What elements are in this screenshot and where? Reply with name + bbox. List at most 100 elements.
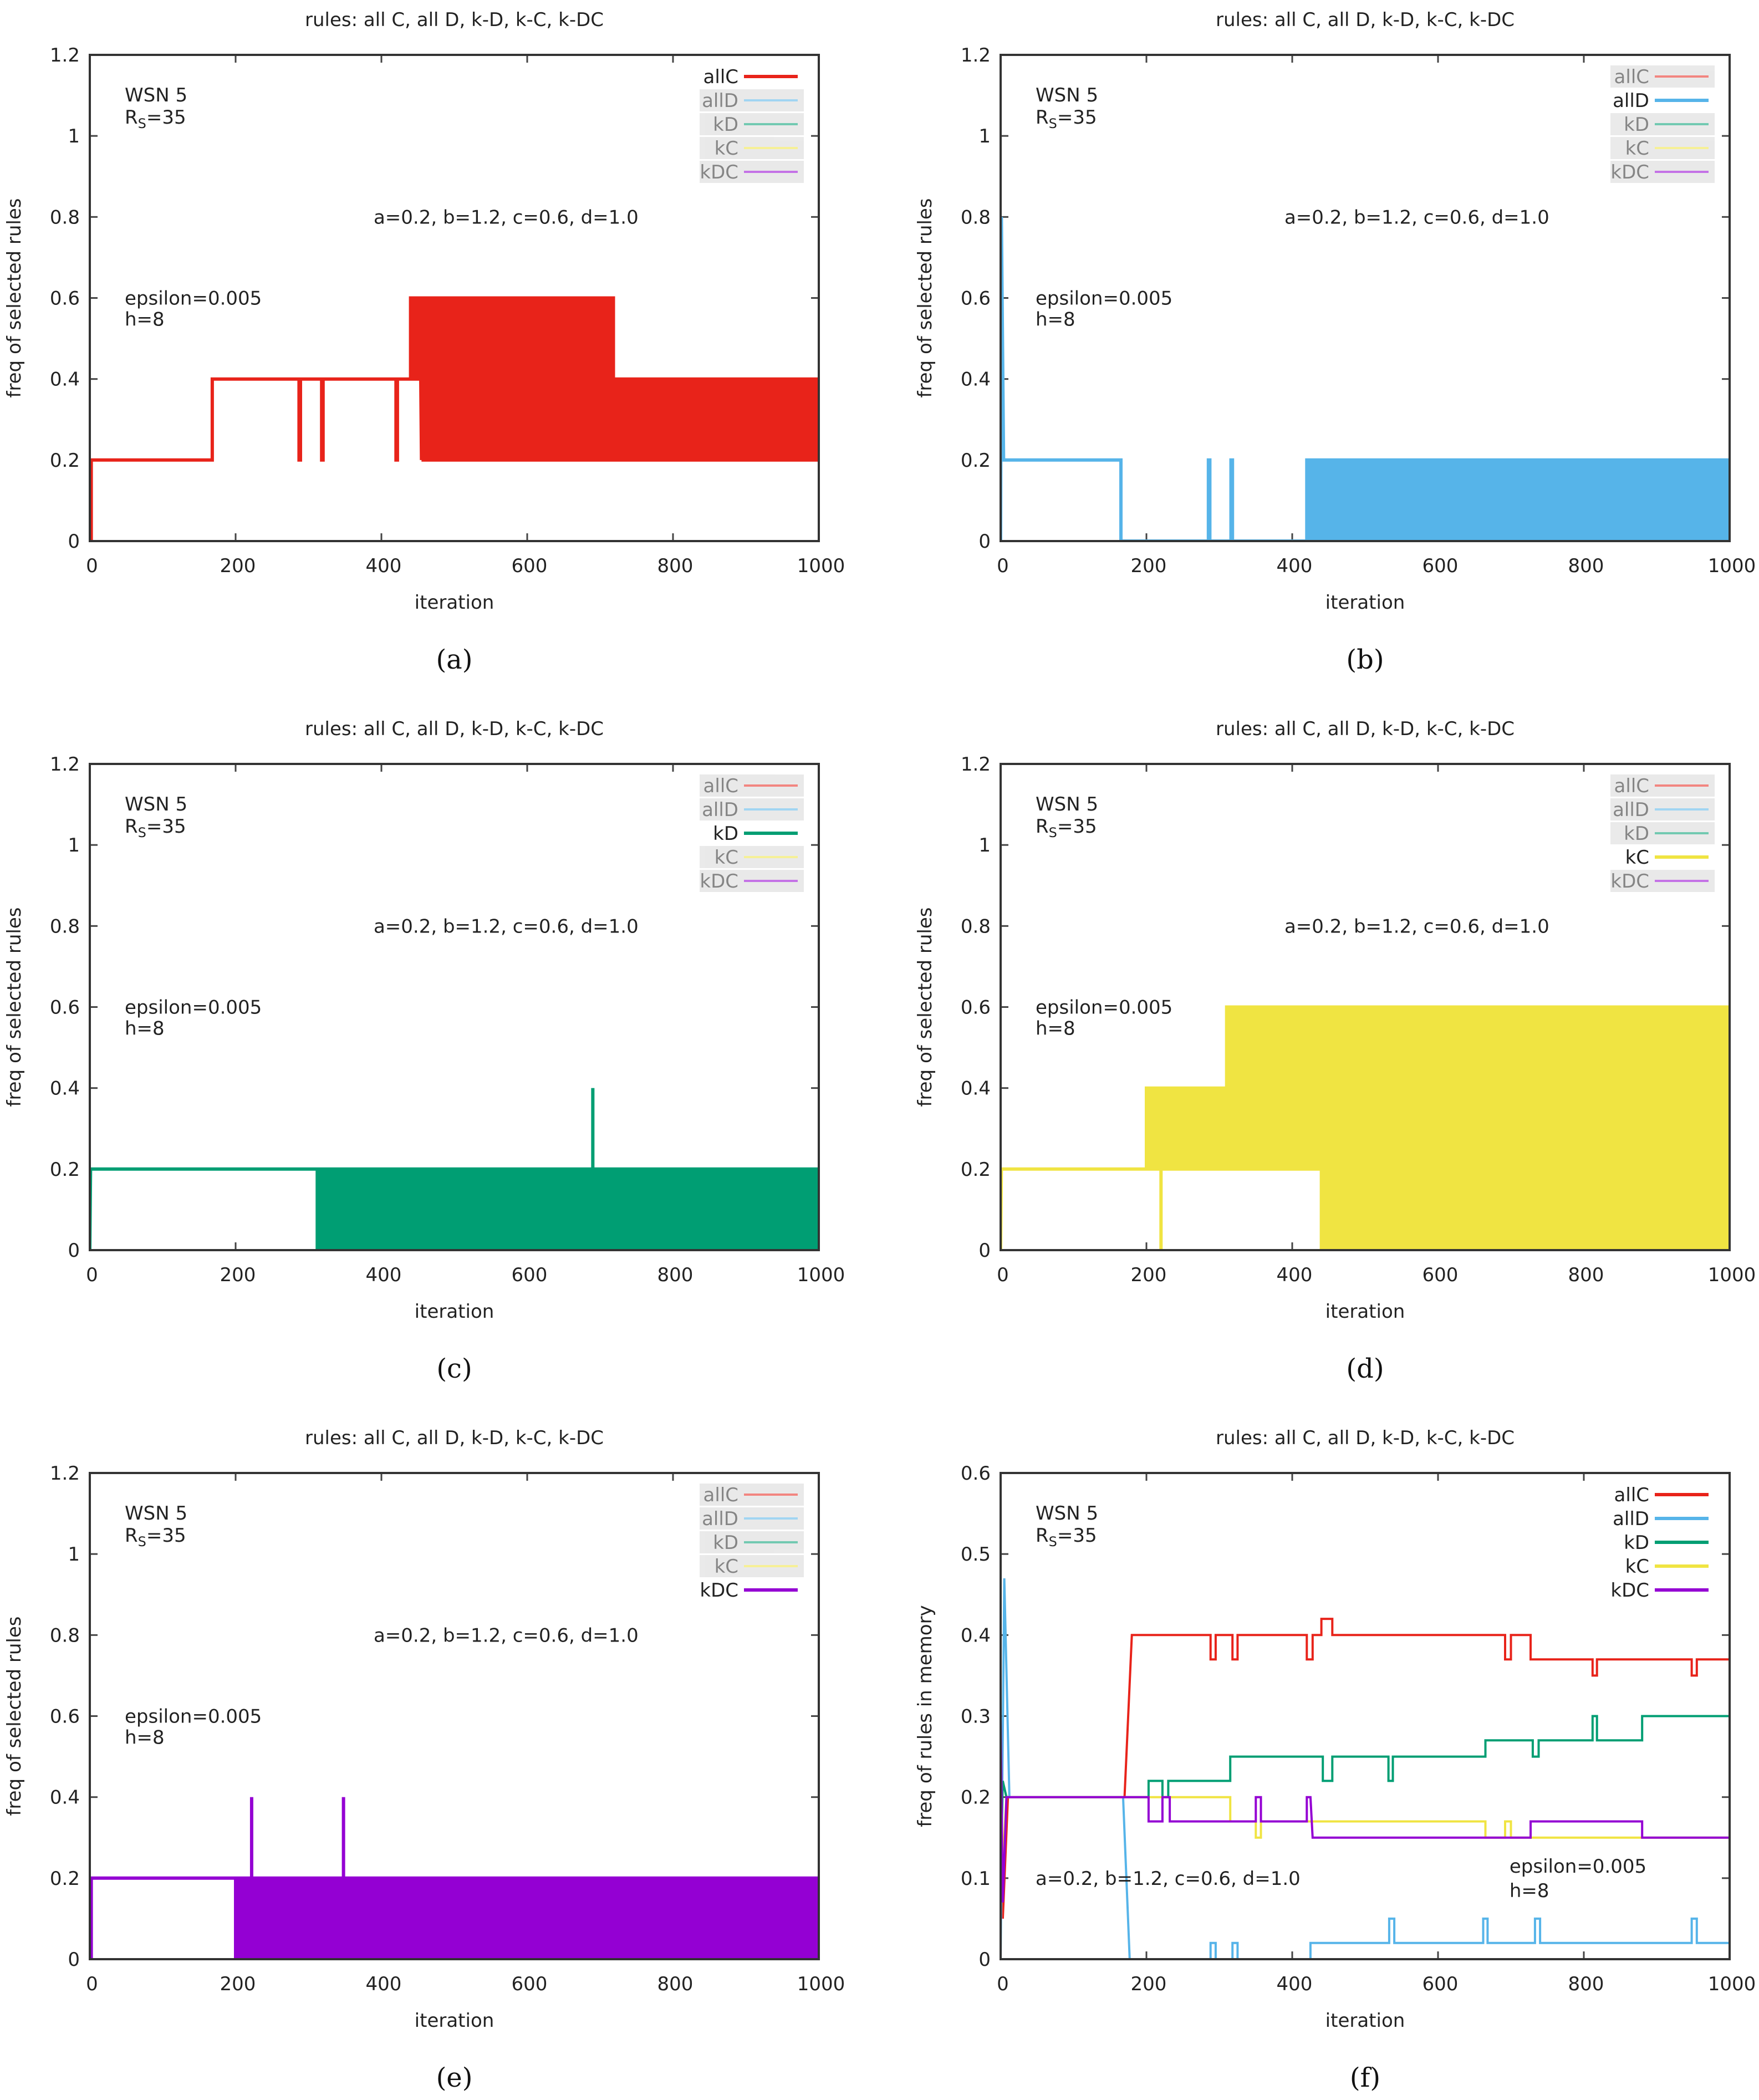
params-label: a=0.2, b=1.2, c=0.6, d=1.0: [374, 1624, 639, 1647]
params-label: a=0.2, b=1.2, c=0.6, d=1.0: [374, 206, 639, 228]
y-tick-label: 0.1: [961, 1868, 991, 1890]
y-tick-label: 0.2: [50, 1868, 80, 1890]
legend-item-kDC[interactable]: kDC: [1610, 161, 1715, 184]
y-axis-label: freq of selected rules: [914, 198, 936, 397]
legend-label: kC: [715, 1556, 738, 1578]
legend-item-allD[interactable]: allD: [700, 89, 804, 112]
y-tick-label: 0.8: [50, 915, 80, 937]
legend-item-kD[interactable]: kD: [700, 113, 804, 136]
y-tick-label: 0.8: [961, 206, 991, 228]
legend-item-allC[interactable]: allC: [703, 66, 798, 88]
legend-item-kC[interactable]: kC: [700, 137, 804, 160]
x-tick-label: 600: [512, 1973, 548, 1995]
legend-item-kDC[interactable]: kDC: [1610, 870, 1715, 893]
rs-main: R: [1036, 1525, 1049, 1547]
x-tick-label: 600: [1423, 1973, 1459, 1995]
y-tick-label: 0.4: [961, 369, 991, 391]
rs-main: R: [1036, 106, 1049, 129]
legend-item-allD[interactable]: allD: [700, 1507, 804, 1530]
series-line-allD: [1001, 217, 1730, 541]
wsn-label: WSN 5: [125, 84, 187, 106]
legend-item-allD[interactable]: allD: [1610, 798, 1715, 821]
legend-item-allD[interactable]: allD: [700, 798, 804, 821]
legend-label: kD: [1624, 1532, 1649, 1554]
legend-label: kD: [713, 1532, 738, 1554]
x-tick-label: 1000: [797, 1264, 845, 1286]
legend-item-allC[interactable]: allC: [1614, 1484, 1709, 1506]
y-tick-label: 0: [68, 531, 80, 553]
legend-item-allC[interactable]: allC: [700, 774, 804, 797]
legend-item-kDC[interactable]: kDC: [1610, 1579, 1709, 1602]
legend-item-kC[interactable]: kC: [1610, 137, 1715, 160]
x-tick-label: 400: [1277, 1264, 1313, 1286]
x-tick-label: 0: [997, 555, 1009, 577]
rs-label: RS=35: [125, 815, 186, 840]
series-line-kDC: [90, 1876, 819, 1959]
legend-item-kD[interactable]: kD: [713, 823, 798, 845]
series-line-kD: [90, 1167, 819, 1250]
legend-item-allD[interactable]: allD: [1613, 90, 1709, 112]
panel-caption: (c): [436, 1353, 472, 1384]
y-tick-label: 0.4: [961, 1624, 991, 1647]
legend-label: kC: [1625, 137, 1649, 160]
legend-label: allD: [702, 799, 738, 821]
legend-item-kD[interactable]: kD: [700, 1531, 804, 1554]
rs-value: =35: [1057, 1525, 1097, 1547]
legend-item-kC[interactable]: kC: [1625, 1556, 1709, 1578]
chart-title: rules: all C, all D, k-D, k-C, k-DC: [1216, 718, 1515, 740]
y-tick-label: 1.2: [50, 44, 80, 67]
panel-caption: (d): [1346, 1353, 1384, 1384]
x-axis-label: iteration: [415, 1301, 494, 1323]
y-axis-label: freq of selected rules: [3, 1616, 26, 1816]
y-tick-label: 0.4: [50, 1787, 80, 1809]
wsn-label: WSN 5: [1036, 793, 1098, 815]
legend-label: allD: [1613, 90, 1649, 112]
x-tick-label: 800: [1568, 1973, 1604, 1995]
rs-value: =35: [1057, 815, 1097, 838]
x-tick-label: 600: [1423, 555, 1459, 577]
y-tick-label: 0.4: [50, 1078, 80, 1100]
legend-label: kDC: [700, 870, 738, 893]
legend-item-kD[interactable]: kD: [1610, 822, 1715, 845]
legend-label: kDC: [700, 1579, 738, 1602]
legend-item-allC[interactable]: allC: [1610, 65, 1715, 88]
legend-item-kDC[interactable]: kDC: [700, 161, 804, 184]
rs-main: R: [125, 106, 138, 129]
legend-item-kDC[interactable]: kDC: [700, 870, 804, 893]
legend-label: allD: [1613, 1508, 1649, 1530]
legend-item-allD[interactable]: allD: [1613, 1508, 1709, 1530]
y-tick-label: 0.4: [961, 1078, 991, 1100]
legend-item-allC[interactable]: allC: [1610, 774, 1715, 797]
plot-area: [1001, 1578, 1730, 1959]
y-tick-label: 0.6: [961, 288, 991, 310]
rs-main: R: [125, 815, 138, 838]
legend-label: kD: [1624, 823, 1649, 845]
legend-label: kC: [715, 847, 738, 869]
wsn-label: WSN 5: [1036, 84, 1098, 106]
y-tick-label: 0.2: [961, 1787, 991, 1809]
rs-sub: S: [138, 1534, 146, 1549]
legend-item-kDC[interactable]: kDC: [700, 1579, 798, 1602]
legend-item-kD[interactable]: kD: [1610, 113, 1715, 136]
legend-item-kD[interactable]: kD: [1624, 1532, 1709, 1554]
chart-panel-f: rules: all C, all D, k-D, k-C, k-DC 0 0.1 0…: [914, 1427, 1756, 2093]
y-tick-label: 1.2: [961, 753, 991, 776]
legend-item-kC[interactable]: kC: [1625, 847, 1709, 869]
legend-label: allD: [702, 90, 738, 112]
legend-item-kC[interactable]: kC: [700, 1555, 804, 1578]
y-tick-label: 0.3: [961, 1706, 991, 1728]
epsilon-label: epsilon=0.005: [1510, 1856, 1646, 1878]
epsilon-label: epsilon=0.005: [125, 997, 262, 1019]
x-tick-label: 200: [220, 1264, 256, 1286]
y-tick-label: 0: [68, 1949, 80, 1971]
y-tick-label: 0.4: [50, 369, 80, 391]
chart-title: rules: all C, all D, k-D, k-C, k-DC: [305, 718, 604, 740]
legend-item-kC[interactable]: kC: [700, 846, 804, 869]
x-tick-label: 0: [997, 1973, 1009, 1995]
series-line-allD: [1001, 1578, 1730, 1959]
legend-item-allC[interactable]: allC: [700, 1484, 804, 1506]
plot-area: [90, 1088, 819, 1250]
x-tick-label: 0: [86, 1973, 98, 1995]
y-tick-label: 1: [68, 834, 80, 857]
plot-area: [90, 296, 819, 541]
